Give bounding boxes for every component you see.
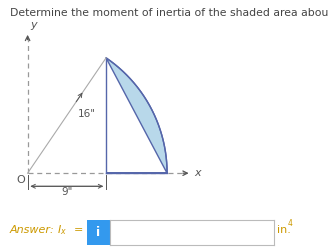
Text: 16": 16" xyxy=(78,109,96,119)
Text: =: = xyxy=(74,225,83,235)
Text: O: O xyxy=(16,175,25,185)
Text: $I_x$: $I_x$ xyxy=(57,223,67,237)
Text: Determine the moment of inertia of the shaded area about the x-axis.: Determine the moment of inertia of the s… xyxy=(10,8,328,18)
Polygon shape xyxy=(106,58,167,173)
Text: 4: 4 xyxy=(288,218,293,228)
Text: x: x xyxy=(194,168,201,178)
Text: in.: in. xyxy=(277,225,291,235)
Text: y: y xyxy=(30,20,37,30)
Text: Answer:: Answer: xyxy=(10,225,58,235)
Text: 9": 9" xyxy=(61,187,72,197)
Text: i: i xyxy=(96,226,100,239)
